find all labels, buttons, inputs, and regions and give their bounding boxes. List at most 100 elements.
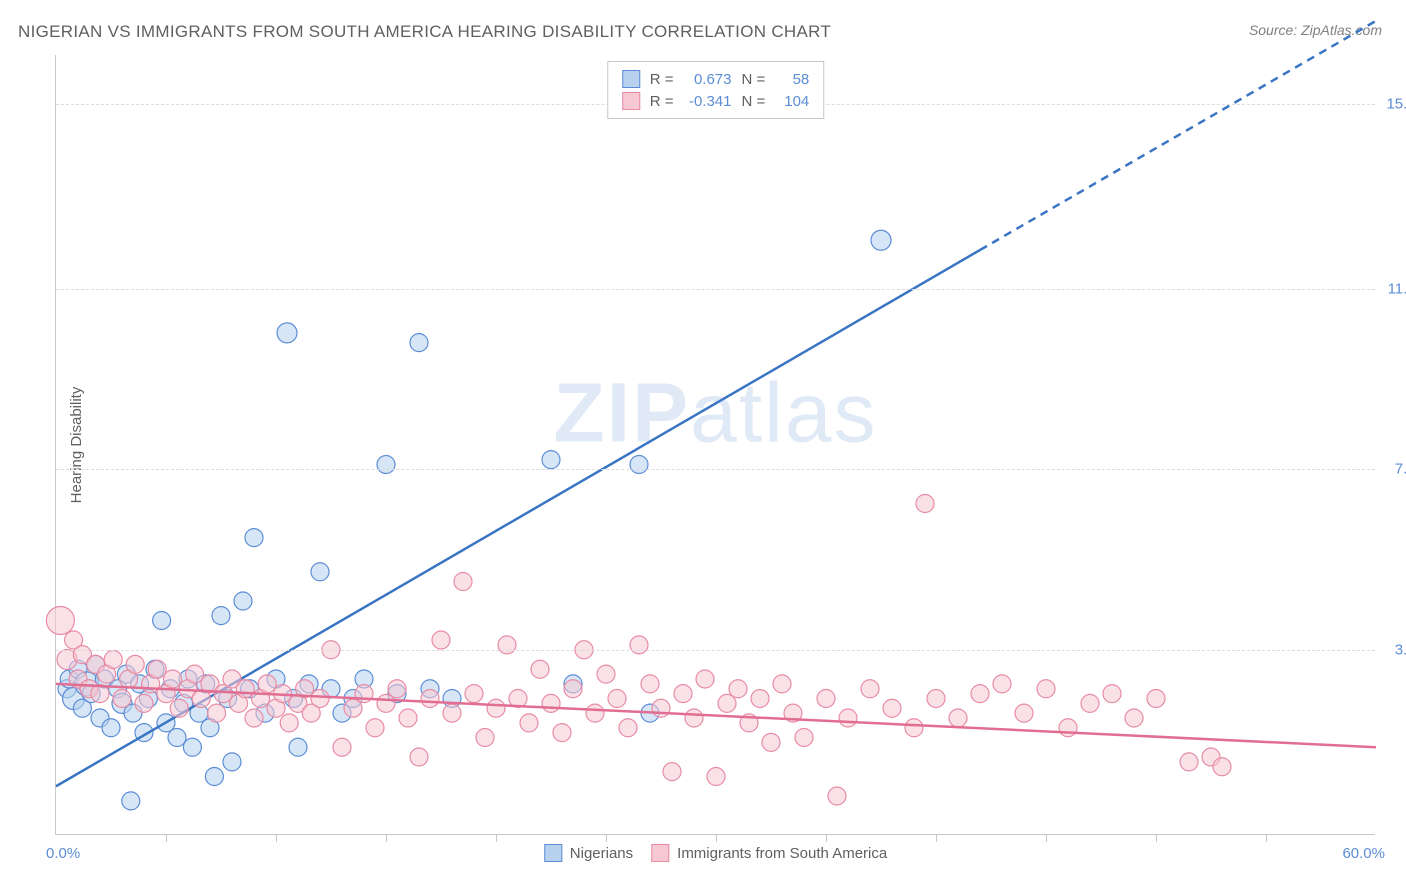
scatter-point bbox=[465, 685, 483, 703]
scatter-point bbox=[619, 719, 637, 737]
scatter-point bbox=[773, 675, 791, 693]
plot-area: Hearing Disability 0.0% 60.0% ZIPatlas R… bbox=[55, 55, 1375, 835]
scatter-point bbox=[795, 729, 813, 747]
swatch-series-1-icon bbox=[544, 844, 562, 862]
r-value-2: -0.341 bbox=[680, 93, 732, 110]
scatter-point bbox=[1213, 758, 1231, 776]
scatter-point bbox=[205, 768, 223, 786]
scatter-point bbox=[542, 694, 560, 712]
r-label: R = bbox=[650, 93, 674, 110]
scatter-point bbox=[476, 729, 494, 747]
scatter-point bbox=[333, 738, 351, 756]
scatter-point bbox=[608, 690, 626, 708]
y-tick-label: 3.8% bbox=[1379, 641, 1406, 658]
chart-title: NIGERIAN VS IMMIGRANTS FROM SOUTH AMERIC… bbox=[18, 22, 831, 42]
scatter-point bbox=[421, 690, 439, 708]
x-tick bbox=[1046, 834, 1047, 842]
x-axis-min-label: 0.0% bbox=[46, 845, 80, 862]
scatter-point bbox=[443, 704, 461, 722]
scatter-point bbox=[949, 709, 967, 727]
scatter-point bbox=[905, 719, 923, 737]
scatter-point bbox=[828, 787, 846, 805]
scatter-point bbox=[208, 704, 226, 722]
scatter-point bbox=[168, 729, 186, 747]
r-label: R = bbox=[650, 71, 674, 88]
scatter-point bbox=[104, 651, 122, 669]
scatter-point bbox=[432, 631, 450, 649]
x-axis-max-label: 60.0% bbox=[1342, 845, 1385, 862]
legend-item-2: Immigrants from South America bbox=[651, 844, 887, 862]
stats-legend-row-1: R = 0.673 N = 58 bbox=[622, 68, 810, 90]
series-legend: Nigerians Immigrants from South America bbox=[544, 844, 887, 862]
scatter-point bbox=[289, 738, 307, 756]
n-value-2: 104 bbox=[771, 93, 809, 110]
scatter-point bbox=[663, 763, 681, 781]
n-label: N = bbox=[742, 71, 766, 88]
scatter-point bbox=[245, 709, 263, 727]
scatter-point bbox=[916, 495, 934, 513]
scatter-point bbox=[1015, 704, 1033, 722]
scatter-point bbox=[520, 714, 538, 732]
x-tick bbox=[606, 834, 607, 842]
scatter-point bbox=[861, 680, 879, 698]
stats-legend-row-2: R = -0.341 N = 104 bbox=[622, 90, 810, 112]
scatter-point bbox=[751, 690, 769, 708]
x-tick bbox=[386, 834, 387, 842]
scatter-point bbox=[871, 230, 891, 250]
scatter-point bbox=[148, 660, 166, 678]
swatch-series-2-icon bbox=[622, 92, 640, 110]
scatter-point bbox=[311, 563, 329, 581]
scatter-point bbox=[883, 699, 901, 717]
scatter-point bbox=[212, 607, 230, 625]
y-tick-label: 15.0% bbox=[1379, 95, 1406, 112]
scatter-point bbox=[223, 753, 241, 771]
scatter-point bbox=[277, 323, 297, 343]
scatter-point bbox=[696, 670, 714, 688]
scatter-point bbox=[531, 660, 549, 678]
scatter-point bbox=[280, 714, 298, 732]
scatter-point bbox=[454, 573, 472, 591]
gridline bbox=[56, 469, 1375, 470]
scatter-point bbox=[234, 592, 252, 610]
scatter-point bbox=[164, 670, 182, 688]
scatter-point bbox=[652, 699, 670, 717]
scatter-point bbox=[1037, 680, 1055, 698]
scatter-point bbox=[487, 699, 505, 717]
scatter-point bbox=[993, 675, 1011, 693]
scatter-point bbox=[1081, 694, 1099, 712]
scatter-point bbox=[46, 607, 74, 635]
scatter-point bbox=[553, 724, 571, 742]
scatter-point bbox=[586, 704, 604, 722]
scatter-point bbox=[839, 709, 857, 727]
scatter-point bbox=[641, 675, 659, 693]
scatter-point bbox=[245, 529, 263, 547]
x-tick bbox=[716, 834, 717, 842]
r-value-1: 0.673 bbox=[680, 71, 732, 88]
scatter-point bbox=[1180, 753, 1198, 771]
scatter-point bbox=[685, 709, 703, 727]
scatter-point bbox=[630, 636, 648, 654]
scatter-point bbox=[630, 456, 648, 474]
scatter-point bbox=[674, 685, 692, 703]
scatter-point bbox=[122, 792, 140, 810]
x-tick bbox=[1156, 834, 1157, 842]
stats-legend: R = 0.673 N = 58 R = -0.341 N = 104 bbox=[607, 61, 825, 119]
regression-line-extrapolated bbox=[980, 21, 1376, 250]
n-value-1: 58 bbox=[771, 71, 809, 88]
scatter-point bbox=[377, 456, 395, 474]
scatter-point bbox=[113, 690, 131, 708]
n-label: N = bbox=[742, 93, 766, 110]
scatter-point bbox=[410, 334, 428, 352]
x-tick bbox=[826, 834, 827, 842]
swatch-series-1-icon bbox=[622, 70, 640, 88]
scatter-point bbox=[236, 680, 254, 698]
scatter-point bbox=[1103, 685, 1121, 703]
scatter-point bbox=[183, 738, 201, 756]
gridline bbox=[56, 650, 1375, 651]
scatter-point bbox=[707, 768, 725, 786]
scatter-point bbox=[399, 709, 417, 727]
scatter-point bbox=[817, 690, 835, 708]
scatter-point bbox=[1059, 719, 1077, 737]
legend-label-2: Immigrants from South America bbox=[677, 845, 887, 862]
scatter-point bbox=[170, 699, 188, 717]
